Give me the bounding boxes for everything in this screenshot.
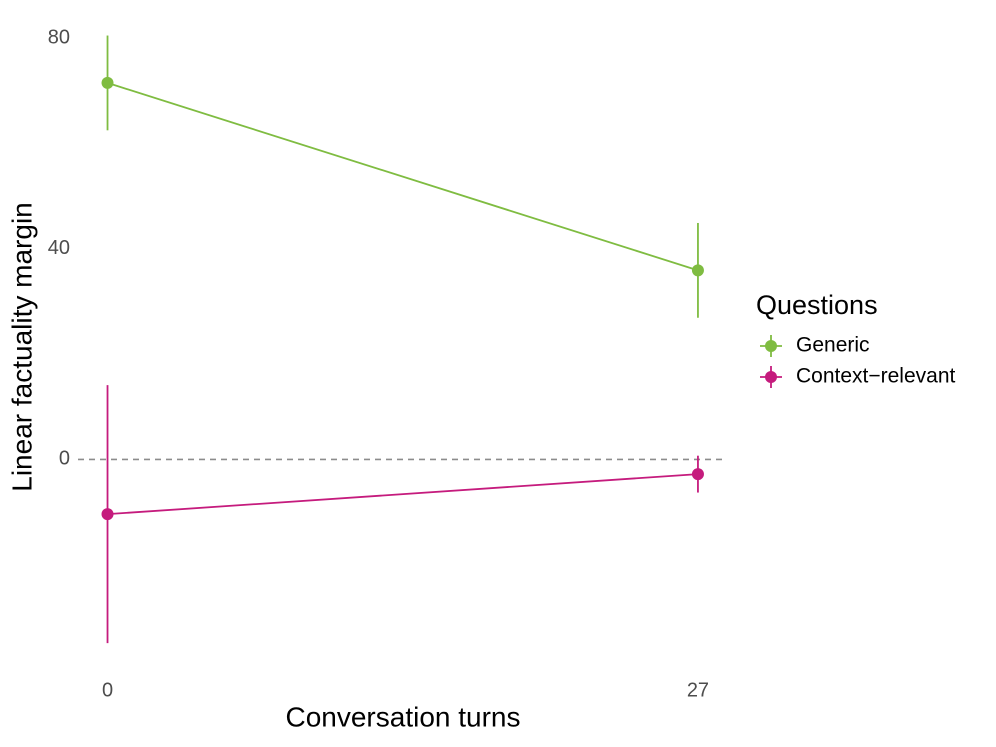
point <box>691 468 704 481</box>
point <box>691 264 704 277</box>
y-tick-label: 40 <box>48 237 70 259</box>
x-tick-label: 0 <box>102 679 113 701</box>
y-tick-label: 80 <box>48 26 70 48</box>
x-axis-label: Conversation turns <box>285 701 520 732</box>
legend-title: Questions <box>756 290 878 320</box>
point <box>101 508 114 521</box>
point <box>101 76 114 89</box>
legend-label: Context−relevant <box>796 365 956 388</box>
legend-marker <box>765 371 777 383</box>
series-line <box>107 82 699 272</box>
series-line <box>107 473 699 516</box>
y-axis-label: Linear factuality margin <box>6 202 37 491</box>
x-tick-label: 27 <box>687 679 709 701</box>
legend-marker <box>765 340 777 352</box>
legend-label: Generic <box>796 334 870 357</box>
y-tick-label: 0 <box>59 448 70 470</box>
